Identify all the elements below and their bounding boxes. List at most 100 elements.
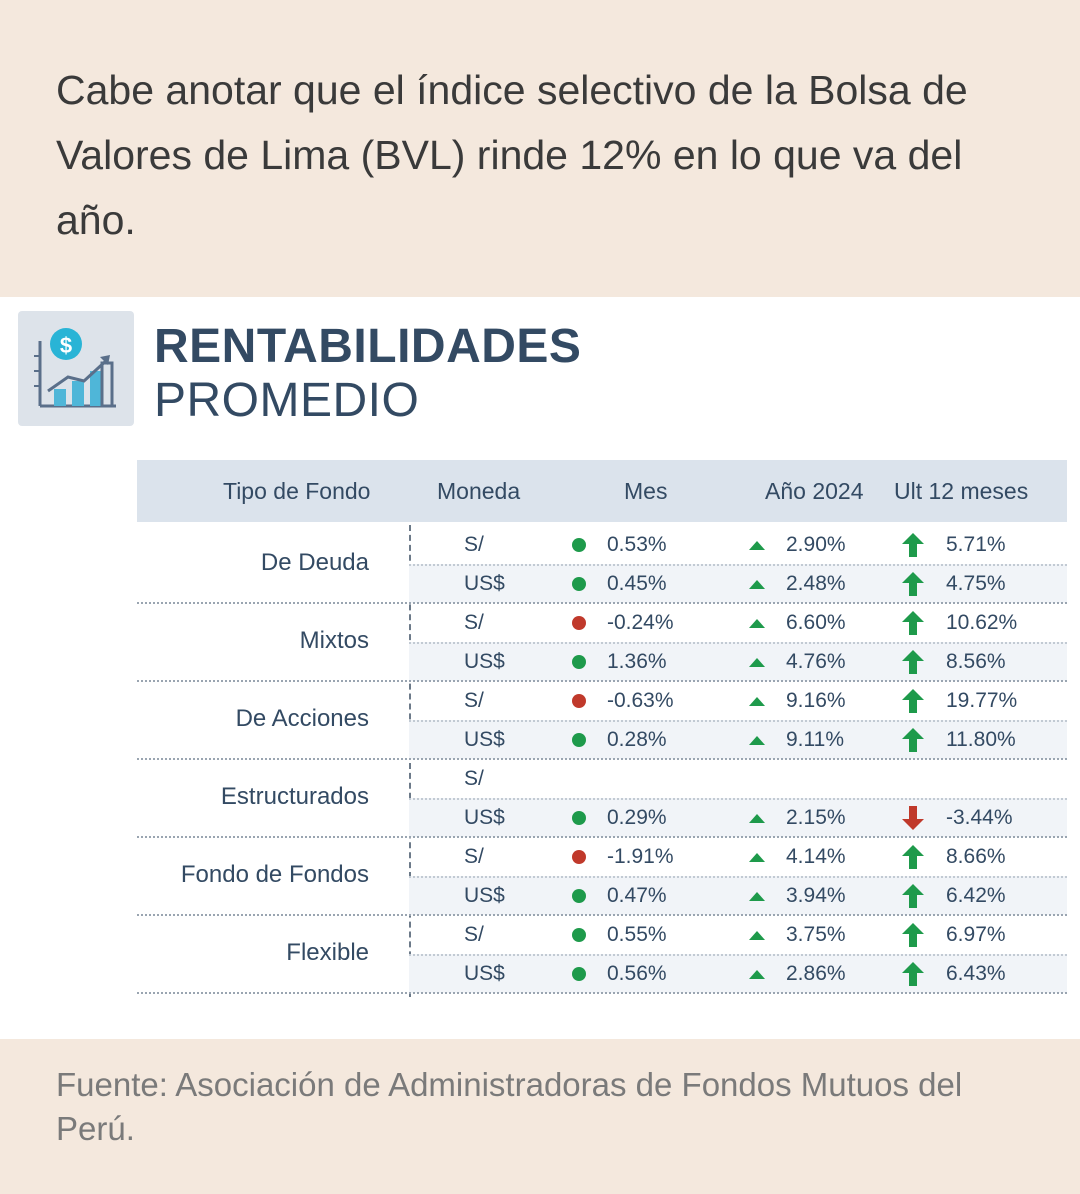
last12-return-cell: 8.66%: [946, 845, 1006, 868]
triangle-up-icon: [749, 658, 765, 667]
arrow-down-icon: [902, 806, 924, 830]
last12-return-cell: -3.44%: [946, 806, 1013, 829]
last12-return-cell: 6.42%: [946, 884, 1006, 907]
last12-return-cell: 6.43%: [946, 962, 1006, 985]
green-dot-icon: [572, 967, 586, 981]
money-growth-chart-icon: $: [18, 311, 134, 426]
currency-cell: S/: [464, 611, 484, 634]
green-dot-icon: [572, 577, 586, 591]
arrow-up-icon: [902, 884, 924, 908]
year-return-cell: 2.86%: [786, 962, 846, 985]
currency-cell: US$: [464, 884, 505, 907]
fund-type-label: Mixtos: [299, 627, 369, 654]
triangle-up-icon: [749, 931, 765, 940]
month-return-cell: -0.63%: [607, 689, 674, 712]
triangle-up-icon: [749, 814, 765, 823]
arrow-up-icon: [902, 689, 924, 713]
row-divider: [409, 564, 1067, 566]
arrow-up-icon: [902, 650, 924, 674]
table-row: S/ -1.91% 4.14% 8.66%: [409, 837, 1067, 876]
month-return-cell: 0.47%: [607, 884, 667, 907]
month-return-cell: 0.29%: [607, 806, 667, 829]
last12-return-cell: 19.77%: [946, 689, 1018, 712]
source-note: Fuente: Asociación de Administradoras de…: [56, 1066, 963, 1147]
group-divider: [137, 602, 1067, 604]
triangle-up-icon: [749, 697, 765, 706]
month-return-cell: 0.28%: [607, 728, 667, 751]
table-row: S/0.53% 2.90% 5.71%: [409, 525, 1067, 564]
arrow-up-icon: [902, 572, 924, 596]
header-year: Año 2024: [765, 478, 864, 504]
infographic-subtitle: PROMEDIO: [154, 374, 420, 427]
last12-return-cell: 4.75%: [946, 572, 1006, 595]
fund-type-label: Estructurados: [220, 783, 369, 810]
currency-cell: US$: [464, 806, 505, 829]
red-dot-icon: [572, 694, 586, 708]
arrow-up-icon: [902, 923, 924, 947]
table-row: S/ -0.63% 9.16% 19.77%: [409, 681, 1067, 720]
group-divider: [137, 836, 1067, 838]
month-return-cell: 0.45%: [607, 572, 667, 595]
triangle-up-icon: [749, 970, 765, 979]
month-return-cell: -1.91%: [607, 845, 674, 868]
header-last12: Ult 12 meses: [894, 478, 1029, 504]
triangle-up-icon: [749, 853, 765, 862]
fund-type-label: Flexible: [286, 939, 369, 966]
header-month: Mes: [624, 478, 668, 504]
green-dot-icon: [572, 928, 586, 942]
last12-return-cell: 8.56%: [946, 650, 1006, 673]
green-dot-icon: [572, 733, 586, 747]
currency-cell: US$: [464, 962, 505, 985]
year-return-cell: 2.15%: [786, 806, 846, 829]
header-currency: Moneda: [437, 478, 521, 504]
last12-return-cell: 5.71%: [946, 533, 1006, 556]
currency-cell: S/: [464, 845, 484, 868]
group-divider: [137, 992, 1067, 994]
arrow-up-icon: [902, 728, 924, 752]
column-divider: [409, 525, 411, 997]
table-row: US$ 0.45% 2.48% 4.75%: [409, 564, 1067, 603]
green-dot-icon: [572, 538, 586, 552]
group-divider: [137, 758, 1067, 760]
month-return-cell: 0.53%: [607, 533, 667, 556]
triangle-up-icon: [749, 619, 765, 628]
row-divider: [409, 954, 1067, 956]
table-row: US$ 0.47% 3.94% 6.42%: [409, 876, 1067, 915]
currency-cell: US$: [464, 572, 505, 595]
red-dot-icon: [572, 616, 586, 630]
group-divider: [137, 914, 1067, 916]
row-divider: [409, 876, 1067, 878]
month-return-cell: 0.55%: [607, 923, 667, 946]
fund-type-label: De Acciones: [235, 705, 369, 732]
triangle-up-icon: [749, 736, 765, 745]
green-dot-icon: [572, 655, 586, 669]
year-return-cell: 2.90%: [786, 533, 846, 556]
row-divider: [409, 798, 1067, 800]
header-fund-type: Tipo de Fondo: [223, 478, 371, 504]
year-return-cell: 2.48%: [786, 572, 846, 595]
arrow-up-icon: [902, 962, 924, 986]
month-return-cell: -0.24%: [607, 611, 674, 634]
triangle-up-icon: [749, 541, 765, 550]
triangle-up-icon: [749, 892, 765, 901]
svg-text:$: $: [60, 333, 72, 358]
table-header: Tipo de Fondo Moneda Mes Año 2024 Ult 12…: [137, 460, 1067, 522]
last12-return-cell: 10.62%: [946, 611, 1018, 634]
intro-paragraph: Cabe anotar que el índice selectivo de l…: [56, 67, 968, 243]
infographic-title: RENTABILIDADES: [154, 320, 582, 373]
currency-cell: S/: [464, 689, 484, 712]
year-return-cell: 3.75%: [786, 923, 846, 946]
fund-type-label: De Deuda: [260, 549, 369, 576]
table-row: US$ 0.28% 9.11% 11.80%: [409, 720, 1067, 759]
group-divider: [137, 680, 1067, 682]
currency-cell: US$: [464, 650, 505, 673]
arrow-up-icon: [902, 845, 924, 869]
green-dot-icon: [572, 889, 586, 903]
table-row: S/: [409, 759, 1067, 798]
infographic-card: $ RENTABILIDADES PROMEDIO Tipo de Fondo …: [0, 297, 1080, 1039]
table-row: US$ 1.36% 4.76% 8.56%: [409, 642, 1067, 681]
last12-return-cell: 6.97%: [946, 923, 1006, 946]
triangle-up-icon: [749, 580, 765, 589]
last12-return-cell: 11.80%: [946, 728, 1016, 751]
fund-type-label: Fondo de Fondos: [180, 861, 369, 888]
